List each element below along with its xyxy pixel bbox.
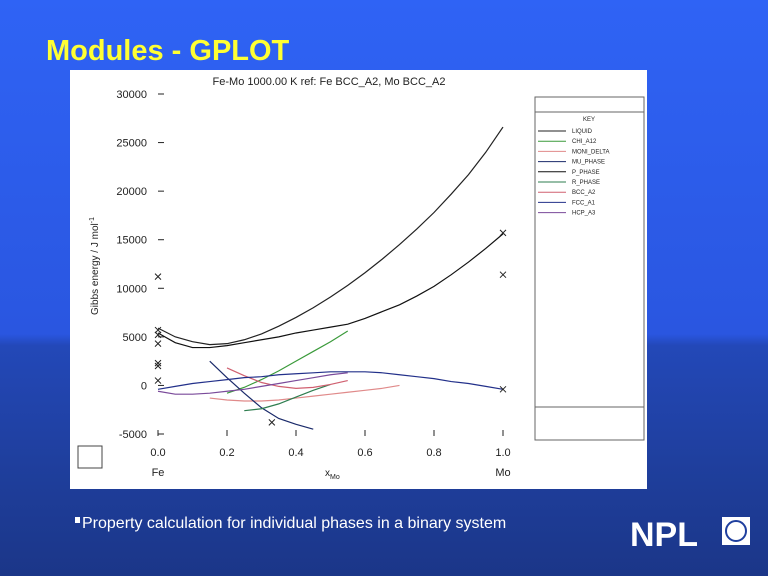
end-marker (499, 385, 507, 393)
key-box (534, 96, 645, 441)
y-tick-label: 5000 (123, 332, 147, 344)
x-tick-label: 0.8 (426, 447, 441, 459)
x-label-text: x (325, 468, 330, 479)
end-marker (499, 229, 507, 237)
legend-label: BCC_A2 (572, 190, 596, 196)
end-marker (154, 331, 162, 339)
x-label-sub: Mo (330, 474, 340, 481)
series-line (157, 372, 348, 395)
x-tick-label: 0.0 (150, 447, 165, 459)
y-tick-label: 10000 (116, 283, 147, 295)
end-marker (154, 359, 162, 367)
series-line (209, 384, 400, 402)
y-tick-label: 15000 (116, 235, 147, 247)
legend-title: KEY (583, 117, 595, 123)
series-line (157, 126, 504, 346)
bullet-marker (75, 517, 80, 523)
y-tick-label: 0 (141, 380, 147, 392)
legend-label: HCP_A3 (572, 211, 596, 217)
npl-logo: NPL (630, 516, 698, 554)
y-label-sup: -1 (89, 217, 96, 223)
chart-title: Fe-Mo 1000.00 K ref: Fe BCC_A2, Mo BCC_A… (213, 76, 446, 88)
x-end-label: Mo (495, 467, 510, 479)
x-tick-label: 0.2 (219, 447, 234, 459)
legend-label: R_PHASE (572, 180, 600, 186)
series-line (157, 233, 504, 349)
legend-label: MU_PHASE (572, 160, 605, 166)
npl-emblem-ring (725, 520, 747, 542)
x-end-label: Fe (152, 467, 165, 479)
series-line (209, 360, 314, 430)
end-marker (154, 273, 162, 280)
end-marker (499, 271, 507, 279)
slide-title: Modules - GPLOT (46, 35, 290, 67)
end-marker (154, 340, 162, 348)
mtdata-logo (77, 445, 103, 469)
bullet-text: Property calculation for individual phas… (82, 515, 506, 532)
legend-label: CHI_A12 (572, 139, 597, 145)
series-line (157, 371, 504, 390)
series-line (244, 383, 331, 412)
y-tick-label: 30000 (116, 89, 147, 101)
legend-label: FCC_A1 (572, 200, 596, 206)
y-label-text: Gibbs energy / J mol (90, 223, 101, 315)
x-tick-label: 1.0 (495, 447, 510, 459)
legend-label: P_PHASE (572, 170, 600, 176)
y-tick-label: 20000 (116, 186, 147, 198)
legend-label: MONI_DELTA (572, 149, 609, 155)
legend-label: LIQUID (572, 129, 593, 135)
y-tick-label: 25000 (116, 138, 147, 150)
y-tick-label: -5000 (119, 429, 147, 441)
series-line (226, 367, 348, 389)
series-line (226, 330, 349, 394)
x-tick-label: 0.6 (357, 447, 372, 459)
end-marker (154, 326, 162, 334)
x-axis-label: xMo (325, 468, 340, 481)
chart-image (70, 70, 647, 489)
end-marker (268, 418, 276, 426)
end-marker (154, 362, 162, 370)
x-tick-label: 0.4 (288, 447, 303, 459)
y-axis-label: Gibbs energy / J mol-1 (89, 217, 101, 315)
end-marker (154, 377, 162, 384)
